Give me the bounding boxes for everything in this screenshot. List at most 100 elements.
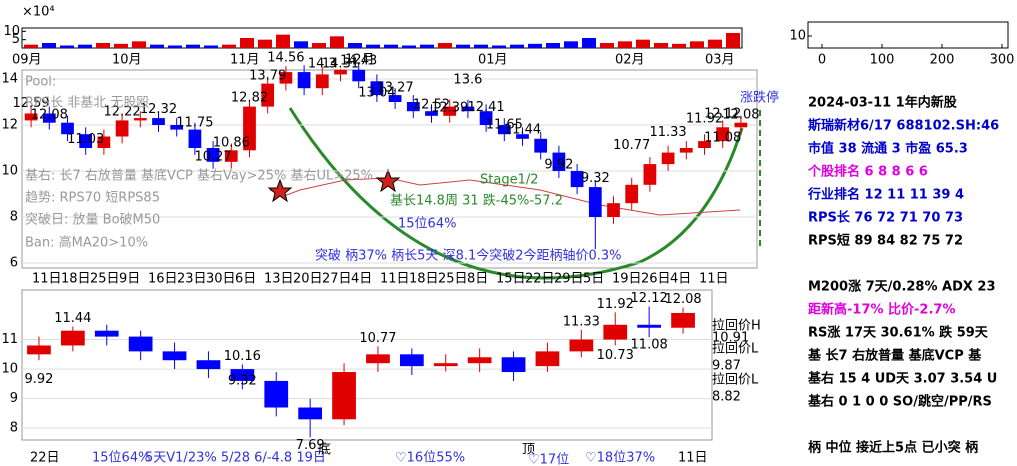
price-label: 11.65 [486, 118, 523, 133]
candle-body [261, 83, 275, 107]
bottom-label: 底 [318, 442, 331, 458]
price-label: 10.16 [224, 349, 261, 364]
date-label: 9日 [119, 272, 140, 287]
price-label: 10.86 [213, 136, 250, 151]
candle-body [467, 357, 492, 364]
side-label: 8.82 [712, 390, 741, 405]
note: 基右: 长7 右放普量 基底VCP 基右Vay>25% 基右UL>25% [25, 168, 373, 184]
date-label: 4日 [351, 272, 372, 287]
volume-bar [690, 41, 704, 48]
candle-body [716, 127, 730, 142]
note: 突破日: 放量 Bo破M50 [25, 212, 160, 228]
candle-body [97, 136, 111, 148]
candle-body [206, 148, 220, 162]
volume-bar [600, 43, 614, 48]
note: Pool: [25, 75, 56, 90]
base-arc [288, 107, 744, 280]
info-line: 2024-03-11 1年内新股 [808, 95, 957, 111]
volume-bar [114, 43, 128, 48]
annotation: 15位64% [398, 217, 456, 232]
info-line: 距新高-17% 比价-2.7% [808, 302, 956, 318]
volume-bar [726, 33, 740, 48]
price-label: 12.41 [467, 100, 504, 115]
info-line: 个股排名 6 8 8 6 6 [807, 164, 928, 180]
y-tick-label: 5 [12, 32, 20, 47]
side-label: 拉回价L [712, 342, 759, 357]
volume-bar [42, 43, 56, 48]
candle-body [224, 150, 238, 162]
info-line: 基 长7 右放普量 基底VCP 基 [807, 348, 982, 364]
volume-bar [492, 45, 506, 48]
bottom-label: 15位64% [92, 451, 150, 466]
date-label: 25日 [90, 272, 120, 287]
date-label: 18日 [61, 272, 91, 287]
price-label: 11.75 [176, 115, 213, 130]
info-line: RPS长 76 72 71 70 73 [808, 210, 963, 226]
y-tick-label: 10 [1, 362, 18, 377]
volume-bar [168, 45, 182, 48]
candle-body [461, 106, 475, 112]
info-line: 柄 中位 接近上5点 已小突 柄 [808, 440, 978, 456]
price-label: 13.04 [358, 86, 395, 101]
price-label: 9.32 [581, 171, 610, 186]
bottom-label: 22日 [30, 451, 60, 466]
volume-bar [654, 43, 668, 48]
price-label: 11.44 [54, 311, 91, 326]
candle-body [603, 324, 628, 340]
annotation: 基长14.8周 31 跌-45%-57.2 [390, 193, 563, 209]
candle-body [315, 74, 329, 89]
candle-body [625, 184, 639, 204]
volume-bar [708, 39, 722, 48]
date-label: 19日 [612, 272, 642, 287]
candle-body [607, 203, 620, 217]
y-tick-label: 8 [10, 210, 18, 225]
price-label: 9.92 [24, 372, 53, 387]
date-label: 11日 [32, 272, 62, 287]
price-label: 11.92 [597, 297, 634, 312]
date-label: 16日 [148, 272, 178, 287]
price-label: 13.6 [453, 73, 482, 88]
volume-bar [294, 41, 308, 48]
y-tick-label: 11 [1, 332, 18, 347]
volume-bar [96, 43, 110, 48]
price-label: 12.12 [704, 107, 741, 122]
candle-body [637, 324, 662, 328]
y-tick-label: 10 [1, 164, 18, 179]
price-label: 12.32 [140, 102, 177, 117]
candle-body [94, 330, 119, 337]
bottom-label: 5天V1/23% 5/28 6/-4.8 19日 [145, 451, 326, 466]
candle-body [334, 69, 347, 75]
date-label: 13日 [264, 272, 294, 287]
candle-body [79, 134, 93, 148]
price-label: 9.92 [544, 157, 573, 172]
volume-bar [330, 36, 344, 48]
bottom-label: 11日 [678, 451, 708, 466]
candle-body [698, 141, 711, 148]
date-label: 22日 [525, 272, 555, 287]
price-label: 12.52 [413, 98, 450, 113]
volume-bar [402, 45, 416, 48]
month-label: 03月 [705, 53, 735, 68]
price-label: 10.27 [194, 149, 231, 164]
price-label: 14.56 [267, 51, 304, 66]
month-label: 12月 [345, 53, 375, 68]
candle-body [42, 113, 56, 123]
volume-bar [456, 44, 470, 48]
price-label: 9.32 [228, 374, 257, 389]
volume-bar [510, 44, 524, 48]
info-line: 市值 38 流通 3 市盈 65.3 [808, 141, 968, 157]
volume-bar [564, 41, 578, 48]
volume-bar [258, 39, 272, 48]
candle-body [399, 354, 424, 367]
price-label: 10.77 [359, 331, 396, 346]
candle-body [196, 360, 221, 370]
month-label: 09月 [12, 53, 42, 68]
candle-body [27, 345, 51, 355]
y-tick-label: 10 [789, 29, 806, 44]
volume-bar [60, 45, 74, 48]
y-tick-label: 10 [3, 24, 20, 39]
date-label: 11日 [380, 272, 410, 287]
price-label: 12.82 [231, 91, 268, 106]
candle-body [535, 351, 560, 367]
